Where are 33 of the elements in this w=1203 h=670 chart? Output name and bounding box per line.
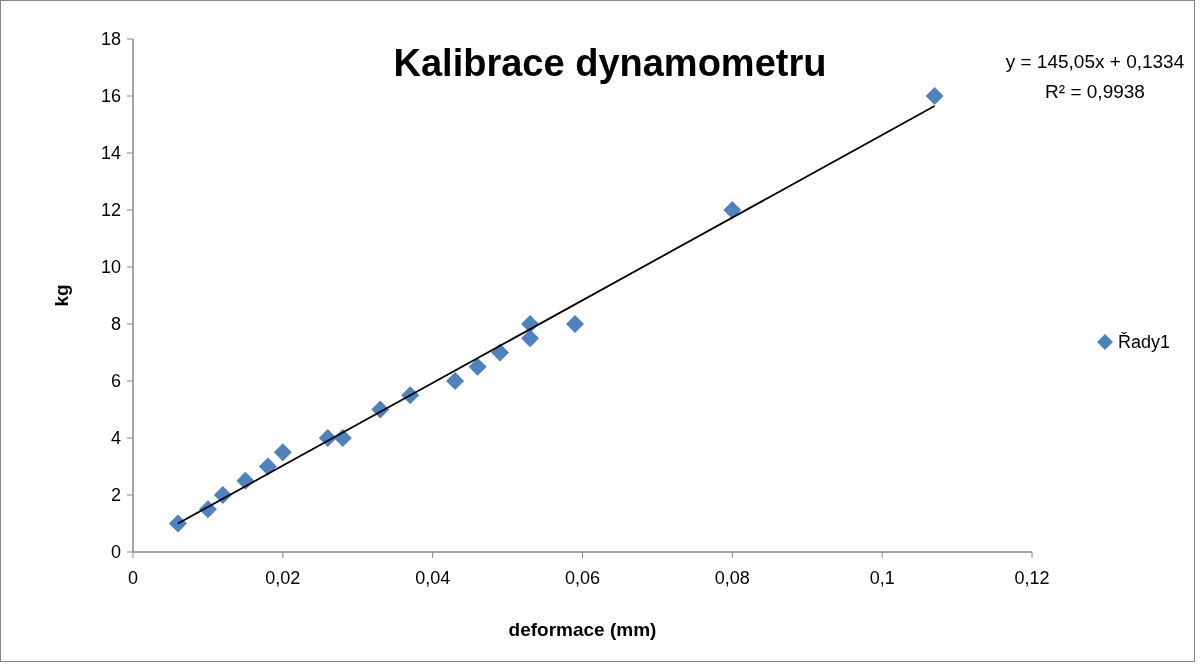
annotation: y = 145,05x + 0,1334 xyxy=(1005,51,1185,72)
x-tick-label: 0,1 xyxy=(869,568,895,588)
legend-label: Řady1 xyxy=(1118,332,1171,353)
point xyxy=(566,315,585,333)
y-axis-title: kg xyxy=(51,284,72,307)
point xyxy=(168,514,187,533)
point xyxy=(491,343,510,362)
x-tick-label: 0,04 xyxy=(415,568,451,588)
y-tick-label: 6 xyxy=(110,371,121,392)
y-tick-label: 2 xyxy=(110,485,121,506)
point xyxy=(258,457,277,476)
y-tick-label: 4 xyxy=(110,428,121,449)
point xyxy=(521,329,540,348)
y-tick-label: 14 xyxy=(100,143,121,164)
x-tick-label: 0 xyxy=(127,568,139,588)
x-tick-label: 0,06 xyxy=(564,568,601,588)
y-tick-label: 8 xyxy=(110,314,121,335)
text: R² = 0,9938 xyxy=(1045,81,1145,102)
point xyxy=(925,87,944,105)
point xyxy=(468,357,487,376)
x-tick-label: 0,12 xyxy=(1014,568,1050,588)
point xyxy=(273,443,292,462)
point xyxy=(446,372,465,390)
x-axis-title: deformace (mm) xyxy=(508,619,657,640)
y-tick-label: 18 xyxy=(100,29,121,50)
x-tick-label: 0,08 xyxy=(714,568,750,588)
y-tick-label: 10 xyxy=(100,257,121,278)
y-tick-label: 16 xyxy=(100,86,121,107)
point xyxy=(723,201,742,219)
x-tick-label: 0,02 xyxy=(265,568,301,588)
chart-title: Kalibrace dynamometru xyxy=(393,42,827,84)
y-tick-label: 12 xyxy=(100,200,121,221)
y-tick-label: 0 xyxy=(110,542,121,563)
